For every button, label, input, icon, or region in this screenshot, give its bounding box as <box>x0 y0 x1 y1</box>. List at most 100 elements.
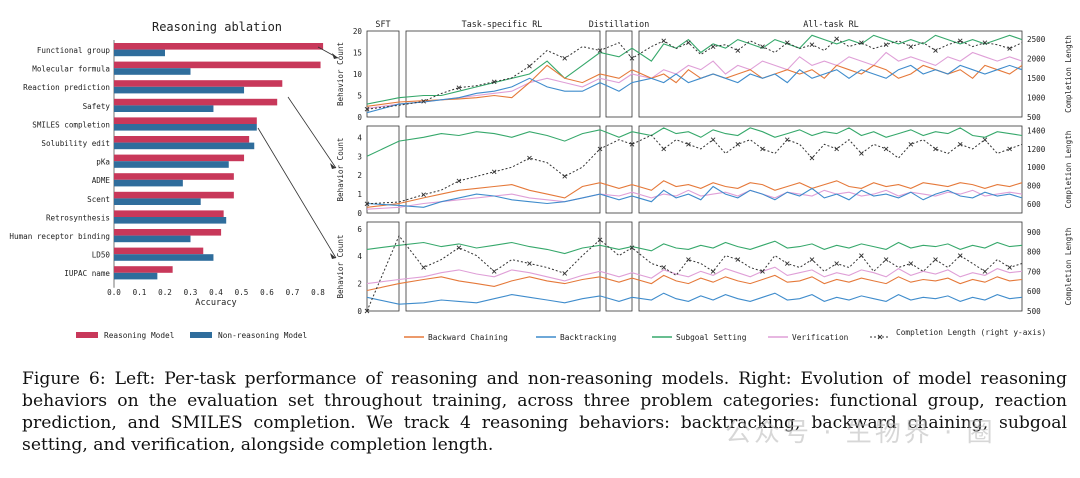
phase-label: All-task RL <box>803 19 858 29</box>
completion-marker <box>710 44 716 49</box>
y2-tick-label: 500 <box>1027 113 1041 122</box>
x-tick-label: 0.7 <box>286 288 300 297</box>
y2-axis-label: Completion Length <box>1064 35 1073 113</box>
y2-tick-label: 1400 <box>1027 127 1046 136</box>
completion-marker <box>597 237 603 243</box>
series-line-completion <box>366 134 1023 205</box>
completion-marker <box>784 261 790 266</box>
connector-arrow <box>287 96 337 169</box>
legend-label-backward: Backward Chaining <box>428 333 508 342</box>
completion-marker <box>933 146 938 152</box>
completion-marker <box>908 261 914 266</box>
bar-reasoning <box>114 117 257 124</box>
bar-reasoning <box>114 229 222 236</box>
completion-marker <box>982 40 988 46</box>
completion-marker <box>456 178 462 184</box>
series-line-backward <box>366 274 1023 292</box>
completion-marker <box>686 141 691 147</box>
bar-reasoning <box>114 247 204 255</box>
bar-nonreasoning <box>114 254 214 261</box>
chart-title: Reasoning ablation <box>152 20 282 34</box>
x-tick-label: 0.3 <box>184 288 198 297</box>
category-label: Molecular formula <box>32 65 110 74</box>
completion-marker <box>834 261 839 266</box>
bar-reasoning <box>114 80 283 87</box>
y2-tick-label: 500 <box>1027 307 1041 316</box>
legend-label-subgoal: Subgoal Setting <box>676 333 746 342</box>
completion-marker <box>1007 265 1012 270</box>
y2-tick-label: 700 <box>1027 267 1041 276</box>
category-label: Safety <box>83 102 111 111</box>
completion-marker <box>834 36 839 42</box>
legend-label-nonreasoning: Non-reasoning Model <box>218 331 307 340</box>
completion-marker <box>629 56 635 61</box>
completion-marker <box>957 38 963 44</box>
completion-marker <box>1007 46 1012 51</box>
completion-marker <box>456 85 462 90</box>
completion-marker <box>421 265 426 270</box>
bar-nonreasoning <box>114 142 255 150</box>
completion-marker <box>957 253 963 258</box>
completion-marker <box>364 201 370 207</box>
completion-marker <box>809 155 815 161</box>
y2-tick-label: 900 <box>1027 228 1041 237</box>
completion-marker <box>562 271 568 276</box>
x-tick-label: 0.1 <box>133 288 147 297</box>
completion-marker <box>597 146 603 152</box>
completion-marker <box>562 56 568 61</box>
y2-axis-label: Completion Length <box>1064 228 1073 306</box>
completion-marker <box>364 308 370 314</box>
y-tick-label: 3 <box>357 152 362 161</box>
series-line-subgoal <box>366 34 1023 105</box>
series-line-backward <box>366 64 1023 107</box>
completion-marker <box>710 269 716 274</box>
series-line-verification <box>366 189 1023 210</box>
completion-marker <box>686 257 691 262</box>
category-label: Reaction prediction <box>23 83 110 92</box>
watermark: 公众号 · 生物界 · 圈 <box>725 418 996 448</box>
x-tick-label: 0.0 <box>107 288 121 297</box>
completion-marker <box>735 257 741 262</box>
y-tick-label: 4 <box>357 252 362 261</box>
x-tick-label: 0.2 <box>158 288 172 297</box>
completion-marker <box>421 192 426 198</box>
completion-marker <box>597 48 603 53</box>
panel-frame <box>638 30 1023 118</box>
bar-nonreasoning <box>114 161 229 168</box>
category-label: LD50 <box>92 251 111 260</box>
completion-marker <box>456 245 462 251</box>
bar-nonreasoning <box>114 124 257 131</box>
category-label: Scent <box>87 195 110 204</box>
arrow-head <box>330 253 336 259</box>
legend-label-backtracking: Backtracking <box>560 333 616 342</box>
completion-marker <box>760 146 765 152</box>
bar-reasoning <box>114 61 321 69</box>
y-tick-label: 5 <box>357 92 362 101</box>
completion-marker <box>364 106 370 112</box>
bar-reasoning <box>114 43 324 50</box>
y-tick-label: 2 <box>357 280 362 289</box>
completion-marker <box>421 99 426 104</box>
completion-marker <box>883 146 889 152</box>
completion-marker <box>883 42 889 47</box>
completion-marker <box>859 40 864 46</box>
bar-nonreasoning <box>114 49 165 57</box>
panel-frame <box>605 30 633 118</box>
bar-reasoning <box>114 154 245 162</box>
completion-marker <box>661 265 667 270</box>
series-line-verification <box>366 51 1023 109</box>
series-line-verification <box>366 266 1023 285</box>
legend-label-reasoning: Reasoning Model <box>104 331 174 340</box>
completion-marker <box>1007 146 1012 152</box>
arrow-head <box>330 163 336 169</box>
y2-tick-label: 1200 <box>1027 145 1046 154</box>
completion-marker <box>686 40 691 46</box>
y-tick-label: 2 <box>357 171 362 180</box>
x-tick-label: 0.5 <box>235 288 249 297</box>
legend-marker-completion <box>877 334 883 340</box>
category-label: SMILES completion <box>32 120 110 129</box>
completion-marker <box>735 48 741 53</box>
series-line-completion <box>366 38 1023 110</box>
y-axis-label: Behavior Count <box>336 137 345 201</box>
y-tick-label: 0 <box>357 209 362 218</box>
